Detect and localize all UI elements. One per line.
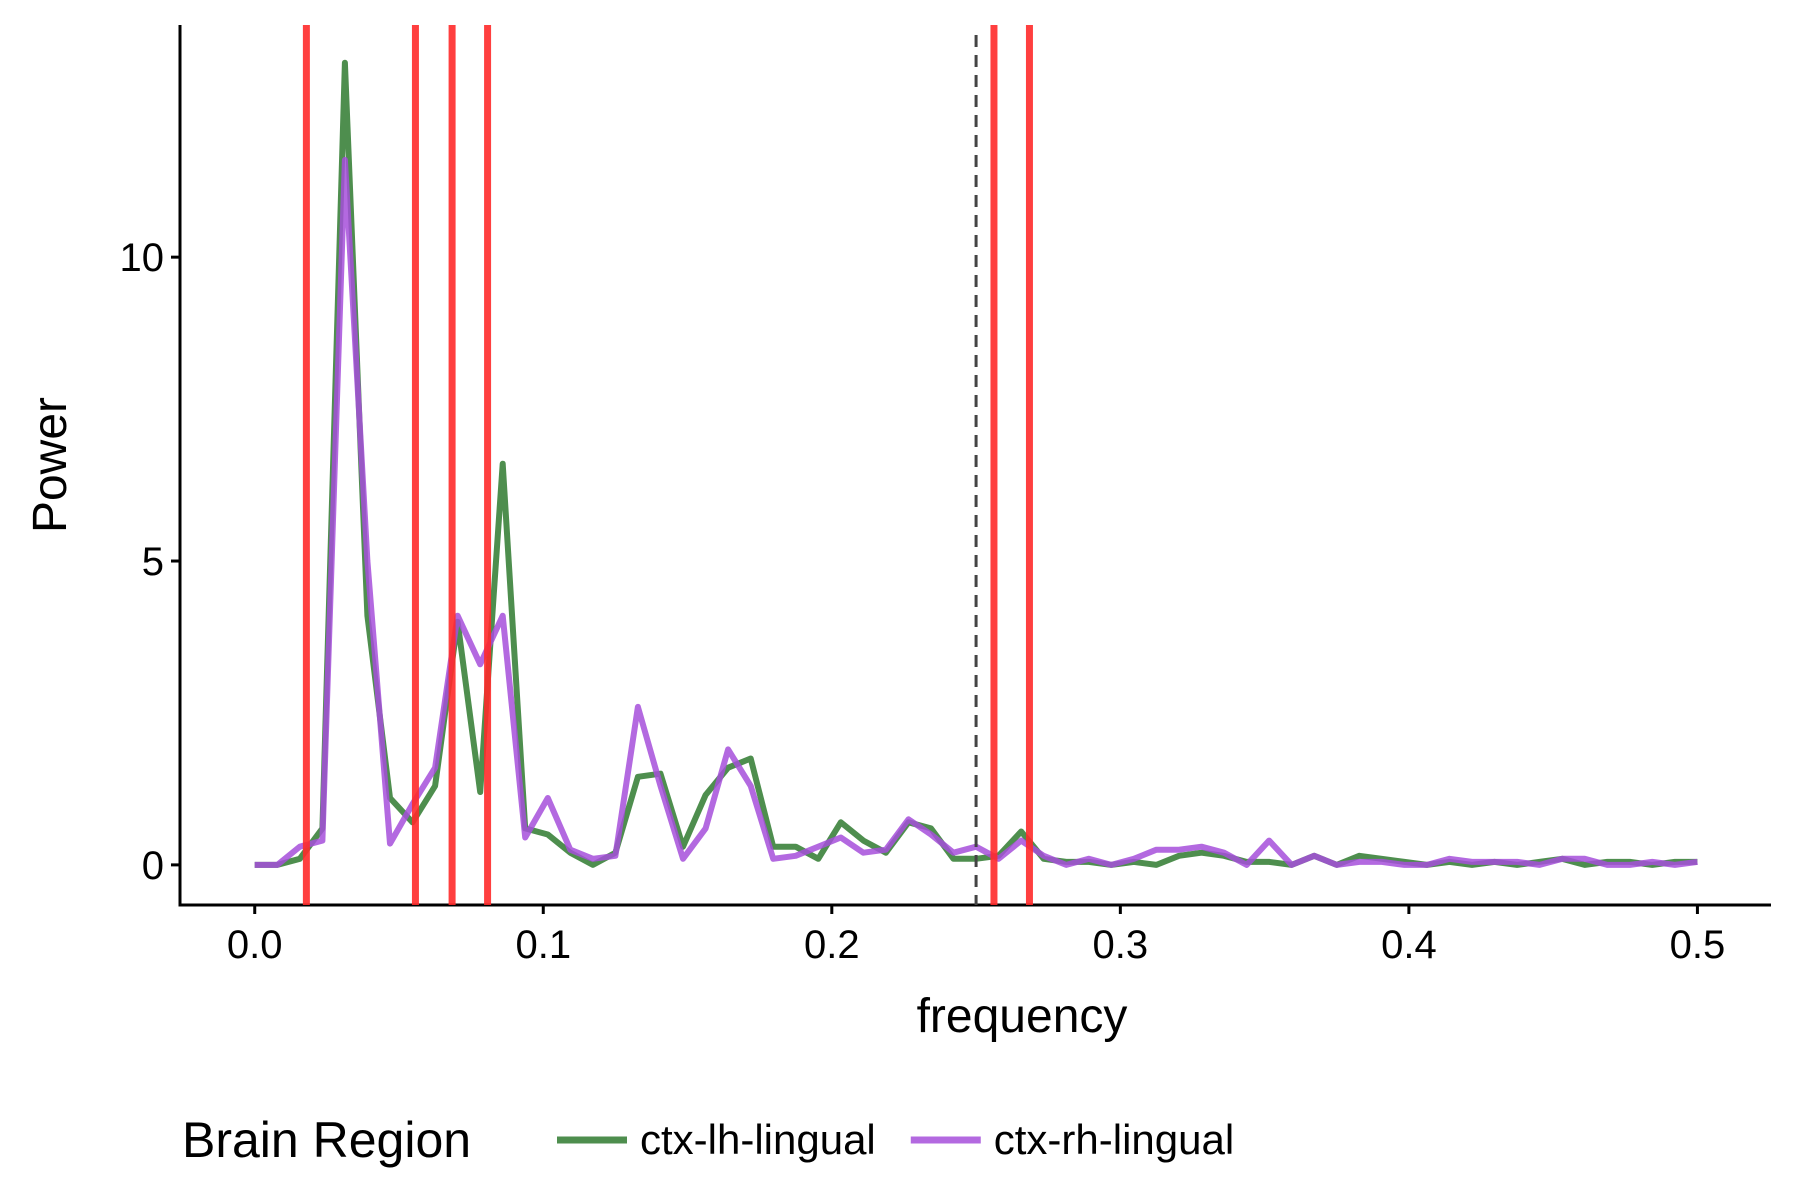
y-tick-label: 5 xyxy=(142,540,164,584)
x-tick-label: 0.2 xyxy=(804,923,860,967)
y-tick-label: 10 xyxy=(120,236,165,280)
x-tick-label: 0.3 xyxy=(1093,923,1149,967)
legend-title: Brain Region xyxy=(182,1112,471,1168)
x-tick-label: 0.5 xyxy=(1670,923,1726,967)
x-tick-label: 0.1 xyxy=(515,923,571,967)
x-tick-label: 0.4 xyxy=(1381,923,1437,967)
x-tick-label: 0.0 xyxy=(227,923,283,967)
legend-label: ctx-rh-lingual xyxy=(994,1116,1234,1163)
y-tick-label: 0 xyxy=(142,844,164,888)
legend-label: ctx-lh-lingual xyxy=(640,1116,876,1163)
y-axis-title: Power xyxy=(24,397,77,533)
x-axis-title: frequency xyxy=(917,990,1128,1043)
